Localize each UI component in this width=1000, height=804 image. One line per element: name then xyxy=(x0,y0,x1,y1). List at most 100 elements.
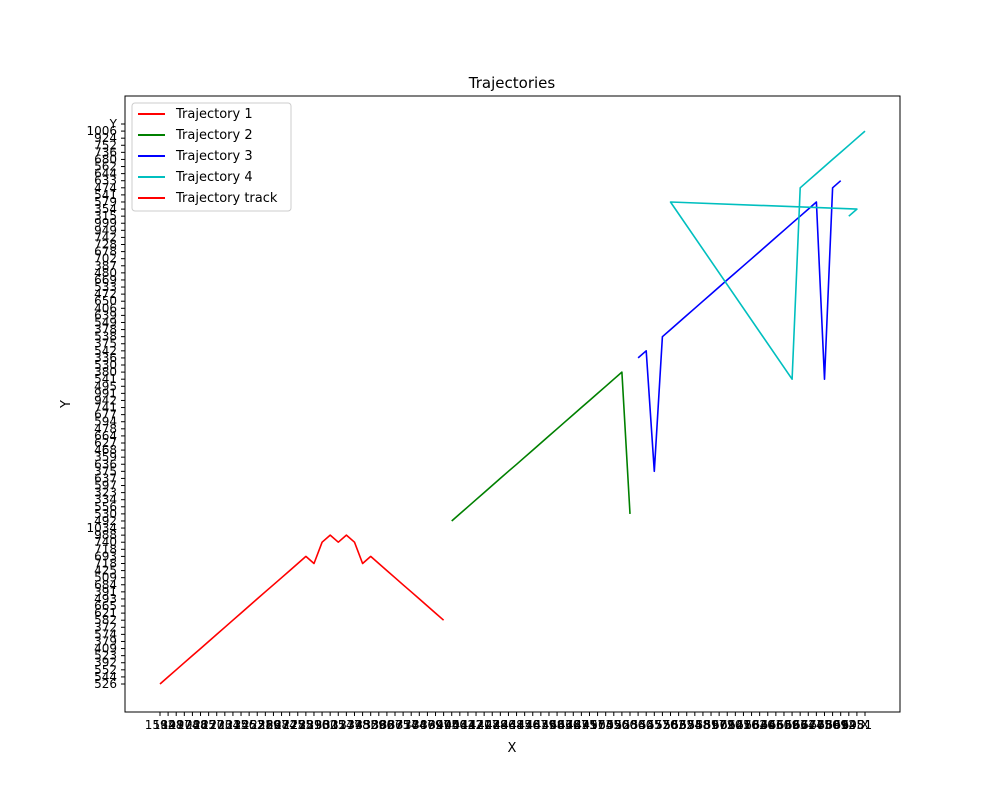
x-tick-label: 5286 xyxy=(615,718,646,732)
x-tick-label: 3774 xyxy=(396,718,427,732)
y-tick-label: 556 xyxy=(94,500,117,514)
y-tick-label: 718 xyxy=(94,542,117,556)
y-tick-label: 526 xyxy=(94,677,117,691)
x-tick-label: 4338 xyxy=(493,718,524,732)
x-tick-label: 5330 xyxy=(623,718,654,732)
x-tick-label: 4558 xyxy=(534,718,565,732)
x-tick-label: 5096 xyxy=(599,718,630,732)
y-tick-label: 597 xyxy=(94,479,117,493)
y-tick-label: 391 xyxy=(94,585,117,599)
x-tick-label: 4142 xyxy=(453,718,484,732)
y-tick-label: 380 xyxy=(94,365,117,379)
y-tick-label: 530 xyxy=(94,507,117,521)
x-tick-label: 3277 xyxy=(331,718,362,732)
x-tick-label: 1917 xyxy=(161,718,192,732)
x-tick-label: 5831 xyxy=(688,718,719,732)
y-tick-label: 378 xyxy=(94,323,117,337)
x-tick-label: 2315 xyxy=(218,718,249,732)
x-tick-label: 3114 xyxy=(323,718,354,732)
x-tick-label: 5582 xyxy=(655,718,686,732)
y-tick-label: 728 xyxy=(94,238,117,252)
y-tick-label: 562 xyxy=(94,160,117,174)
y-tick-label: 650 xyxy=(94,294,117,308)
x-tick-label: 2831 xyxy=(291,718,322,732)
y-tick-label: 530 xyxy=(94,358,117,372)
y-tick-label: 541 xyxy=(94,188,117,202)
x-tick-label: 1592 xyxy=(145,718,176,732)
y-tick-label: 991 xyxy=(94,386,117,400)
legend-box xyxy=(131,102,292,212)
plot-area xyxy=(124,95,901,713)
x-tick-label: 4727 xyxy=(558,718,589,732)
x-tick-label: 2521 xyxy=(242,718,273,732)
x-tick-label: 2177 xyxy=(193,718,224,732)
x-tick-label: 4911 xyxy=(574,718,605,732)
x-tick-label: 4207 xyxy=(469,718,500,732)
x-tick-label: 6393 xyxy=(752,718,783,732)
x-tick-label: 6775 xyxy=(801,718,832,732)
x-tick-label: 2775 xyxy=(282,718,313,732)
y-tick-label: 541 xyxy=(94,372,117,386)
x-tick-label: 5758 xyxy=(680,718,711,732)
y-tick-label: 669 xyxy=(94,273,117,287)
x-tick-label: 6090 xyxy=(712,718,743,732)
series-line-2 xyxy=(451,371,631,522)
y-tick-label: 336 xyxy=(94,351,117,365)
x-tick-label: 3627 xyxy=(372,718,403,732)
legend: Trajectory 1 Trajectory 2 Trajectory 3 T… xyxy=(131,102,292,212)
series-line-4 xyxy=(669,130,866,381)
x-tick-label: 5477 xyxy=(639,718,670,732)
x-tick-label: 5632 xyxy=(663,718,694,732)
y-tick-label: 582 xyxy=(94,613,117,627)
y-tick-label: 579 xyxy=(94,195,117,209)
x-tick-label: 2932 xyxy=(307,718,338,732)
x-tick-label: 2607 xyxy=(258,718,289,732)
x-tick-label: 3714 xyxy=(388,718,419,732)
y-tick-label: 621 xyxy=(94,606,117,620)
legend-label: Trajectory 2 xyxy=(175,128,253,143)
x-tick-label: 4082 xyxy=(445,718,476,732)
x-tick-label: 2589 xyxy=(250,718,281,732)
x-tick-label: 3509 xyxy=(355,718,386,732)
x-tick-label: 3869 xyxy=(412,718,443,732)
x-tick-label: 3452 xyxy=(347,718,378,732)
x-tick-label: 4973 xyxy=(582,718,613,732)
x-tick-label: 6145 xyxy=(720,718,751,732)
x-tick-label: 6724 xyxy=(793,718,824,732)
x-tick-label: 4835 xyxy=(566,718,597,732)
x-tick-label: 4288 xyxy=(477,718,508,732)
y-tick-label: 677 xyxy=(94,408,117,422)
y-tick-label: 942 xyxy=(94,393,117,407)
x-tick-label: 2725 xyxy=(274,718,305,732)
x-tick-label: 4487 xyxy=(517,718,548,732)
y-tick-label: 718 xyxy=(94,556,117,570)
x-tick-label: 3586 xyxy=(364,718,395,732)
y-tick-label: 680 xyxy=(94,152,117,166)
y-tick-label: 736 xyxy=(94,145,117,159)
y-tick-label: 372 xyxy=(94,620,117,634)
x-tick-label: 4603 xyxy=(542,718,573,732)
y-tick-label: 684 xyxy=(94,578,117,592)
y-tick-label: 468 xyxy=(94,443,117,457)
x-tick-label: 2165 xyxy=(185,718,216,732)
x-tick-label: 5897 xyxy=(696,718,727,732)
y-tick-label: 392 xyxy=(94,656,117,670)
x-axis: 1592184819171974208821652177220323042315… xyxy=(145,712,872,732)
y-tick-label: 924 xyxy=(94,131,117,145)
x-tick-label: 5200 xyxy=(607,718,638,732)
y-tick-label: 425 xyxy=(94,564,117,578)
x-tick-label: 4296 xyxy=(485,718,516,732)
x-tick-label: 5425 xyxy=(631,718,662,732)
series-lines xyxy=(159,130,866,685)
y-tick-label: 315 xyxy=(94,209,117,223)
x-tick-label: 4476 xyxy=(509,718,540,732)
x-tick-label: 4666 xyxy=(550,718,581,732)
y-tick-label: 678 xyxy=(94,245,117,259)
x-tick-label: 6216 xyxy=(728,718,759,732)
x-tick-label: 2203 xyxy=(201,718,232,732)
y-tick-label: 354 xyxy=(94,202,117,216)
x-tick-label: 4171 xyxy=(461,718,492,732)
y-tick-label: 480 xyxy=(94,266,117,280)
